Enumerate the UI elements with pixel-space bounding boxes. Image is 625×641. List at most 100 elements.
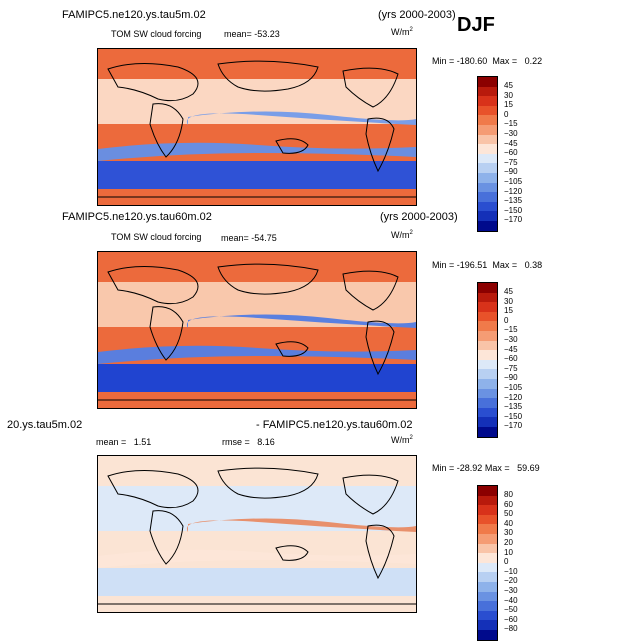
panel3-colorbar <box>477 485 498 641</box>
panel3-case-title: 20.ys.tau5m.02 <box>7 419 83 431</box>
panel1-map <box>97 48 417 206</box>
coastline <box>149 306 184 361</box>
colorbar-tick-label: 20 <box>504 538 513 547</box>
coastline <box>107 62 199 102</box>
colorbar-cell <box>478 426 497 437</box>
southern-ocean-band <box>98 568 416 596</box>
panel1-years: (yrs 2000-2003) <box>378 9 456 21</box>
colorbar-tick-label: −15 <box>504 325 518 335</box>
colorbar-tick-label: 0 <box>504 109 509 119</box>
colorbar-cell <box>478 543 497 554</box>
panel3-case2-title: - FAMIPC5.ne120.ys.tau60m.02 <box>256 419 413 431</box>
colorbar-cell <box>478 211 497 221</box>
colorbar-tick-label: −150 <box>504 411 523 421</box>
colorbar-cell <box>478 144 497 154</box>
colorbar-tick-label: −60 <box>504 354 518 364</box>
panel2-units: W/m2 <box>391 230 413 240</box>
tropical-band <box>98 79 416 124</box>
colorbar-cell <box>478 340 497 351</box>
colorbar-cell <box>478 553 497 563</box>
colorbar-tick-label: −135 <box>504 402 523 412</box>
colorbar-tick-label: −50 <box>504 605 518 615</box>
colorbar-cell <box>478 172 497 183</box>
colorbar-cell <box>478 629 497 640</box>
southern-ocean-band <box>98 364 416 392</box>
coastline <box>342 474 399 515</box>
colorbar-cell <box>478 572 497 582</box>
colorbar-cell <box>478 220 497 231</box>
season-label: DJF <box>457 14 495 36</box>
coastline <box>149 510 184 565</box>
panel3-minmax: Min = -28.92 Max = 59.69 <box>432 463 540 473</box>
colorbar-tick-label: 45 <box>504 81 513 90</box>
coastline <box>365 117 395 173</box>
colorbar-cell <box>478 533 497 544</box>
colorbar-cell <box>478 407 497 418</box>
panel1-colorbar <box>477 76 498 232</box>
colorbar-tick-label: −75 <box>504 363 518 373</box>
colorbar-tick-label: −60 <box>504 148 518 158</box>
colorbar-cell <box>478 77 497 87</box>
colorbar-tick-label: 30 <box>504 90 513 100</box>
colorbar-tick-label: 40 <box>504 518 513 528</box>
panel1-units: W/m2 <box>391 27 413 37</box>
coastline <box>217 263 319 295</box>
colorbar-cell <box>478 562 497 573</box>
colorbar-cell <box>478 486 497 496</box>
colorbar-tick-label: 30 <box>504 528 513 538</box>
panel2-mean: mean= -54.75 <box>221 233 277 243</box>
colorbar-tick-label: −90 <box>504 373 518 383</box>
panel2-map <box>97 251 417 409</box>
colorbar-tick-label: −40 <box>504 595 518 605</box>
colorbar-tick-label: −120 <box>504 392 523 402</box>
colorbar-cell <box>478 86 497 97</box>
colorbar-tick-label: −15 <box>504 119 518 129</box>
tropical-band <box>98 282 416 327</box>
colorbar-cell <box>478 601 497 611</box>
colorbar-tick-label: −170 <box>504 421 523 431</box>
colorbar-cell <box>478 359 497 370</box>
panel1-mean: mean= -53.23 <box>224 29 280 39</box>
colorbar-cell <box>478 124 497 135</box>
coastline <box>107 265 199 305</box>
colorbar-cell <box>478 96 497 106</box>
colorbar-tick-label: −20 <box>504 576 518 586</box>
coastline <box>342 270 399 311</box>
coastline <box>149 103 184 158</box>
itcz-band <box>186 314 416 328</box>
colorbar-tick-label: 60 <box>504 499 513 509</box>
colorbar-cell <box>478 283 497 293</box>
panel3-units: W/m2 <box>391 435 413 445</box>
colorbar-tick-label: 0 <box>504 557 509 567</box>
colorbar-tick-label: −10 <box>504 566 518 576</box>
colorbar-cell <box>478 182 497 193</box>
colorbar-cell <box>478 292 497 303</box>
colorbar-cell <box>478 105 497 116</box>
coastline <box>217 60 319 92</box>
coastline <box>342 67 399 108</box>
colorbar-cell <box>478 321 497 331</box>
colorbar-tick-label: 80 <box>504 490 513 499</box>
colorbar-cell <box>478 610 497 621</box>
colorbar-tick-label: 0 <box>504 315 509 325</box>
colorbar-cell <box>478 330 497 341</box>
colorbar-cell <box>478 417 497 427</box>
panel2-years: (yrs 2000-2003) <box>380 211 458 223</box>
panel2-case-title: FAMIPC5.ne120.ys.tau60m.02 <box>62 211 212 223</box>
panel1-minmax: Min = -180.60 Max = 0.22 <box>432 56 543 66</box>
colorbar-cell <box>478 495 497 506</box>
colorbar-tick-label: −135 <box>504 196 523 206</box>
southern-ocean-band <box>98 161 416 189</box>
colorbar-tick-label: −75 <box>504 157 518 167</box>
panel1-case-title: FAMIPC5.ne120.ys.tau5m.02 <box>62 9 206 21</box>
south-band <box>98 142 416 161</box>
colorbar-cell <box>478 505 497 515</box>
colorbar-cell <box>478 311 497 322</box>
itcz-band <box>186 518 416 532</box>
panel3-map <box>97 455 417 613</box>
coastline <box>275 341 309 357</box>
colorbar-tick-label: 30 <box>504 296 513 306</box>
colorbar-cell <box>478 514 497 525</box>
south-band <box>98 549 416 568</box>
colorbar-cell <box>478 369 497 379</box>
